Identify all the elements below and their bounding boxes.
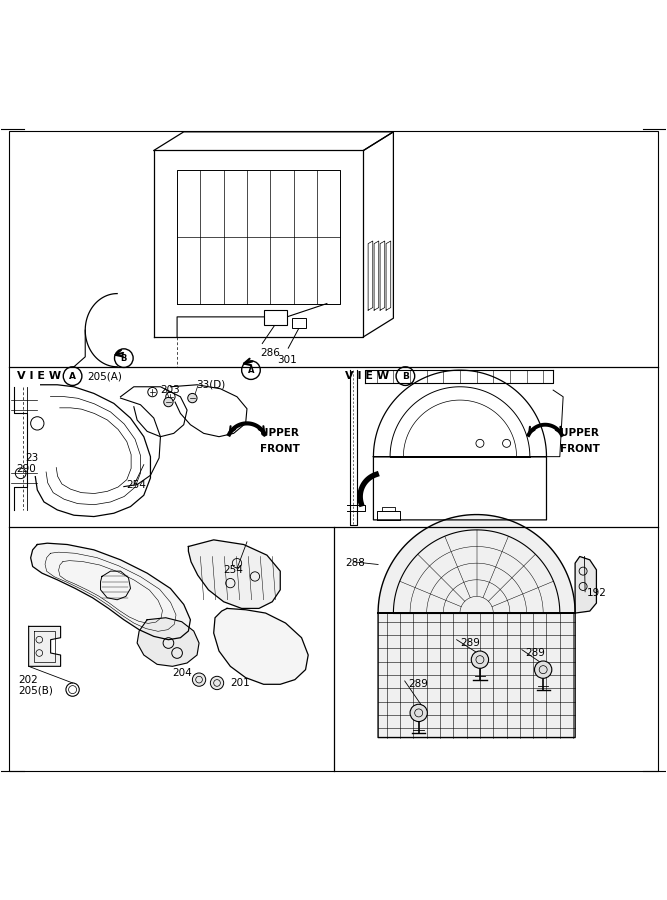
Text: 289: 289	[408, 680, 428, 689]
Text: 33(D): 33(D)	[195, 380, 225, 390]
Circle shape	[410, 705, 428, 722]
Text: 205(B): 205(B)	[19, 686, 53, 696]
Bar	[263, 310, 287, 325]
Circle shape	[187, 393, 197, 402]
Polygon shape	[29, 626, 61, 666]
Text: 301: 301	[277, 356, 297, 365]
Text: UPPER: UPPER	[560, 428, 599, 438]
Text: 203: 203	[161, 385, 180, 395]
Text: 201: 201	[230, 678, 250, 688]
Polygon shape	[137, 617, 199, 666]
Circle shape	[210, 676, 223, 689]
Polygon shape	[213, 608, 308, 684]
Text: 289: 289	[460, 638, 480, 648]
Polygon shape	[575, 556, 596, 613]
Circle shape	[164, 398, 173, 407]
Polygon shape	[374, 370, 546, 520]
Text: 192: 192	[586, 588, 606, 598]
Polygon shape	[188, 540, 280, 608]
Text: 290: 290	[16, 464, 36, 473]
Text: V I E W: V I E W	[346, 371, 390, 381]
Text: A: A	[69, 372, 76, 381]
Polygon shape	[31, 544, 190, 640]
Text: 205(A): 205(A)	[87, 371, 122, 381]
Text: UPPER: UPPER	[260, 428, 299, 438]
Text: V I E W: V I E W	[17, 371, 61, 381]
Text: 286: 286	[260, 347, 280, 358]
Text: B: B	[121, 354, 127, 363]
Circle shape	[472, 651, 489, 669]
Text: A: A	[247, 365, 254, 374]
Circle shape	[534, 661, 552, 679]
Text: FRONT: FRONT	[260, 444, 300, 454]
Text: 289: 289	[525, 648, 545, 658]
Text: FRONT: FRONT	[560, 444, 600, 454]
Text: 254: 254	[126, 481, 145, 491]
Circle shape	[192, 673, 205, 687]
Text: 254: 254	[223, 565, 243, 575]
Bar	[292, 319, 305, 328]
Text: 288: 288	[346, 558, 366, 568]
Text: B: B	[402, 372, 409, 381]
Polygon shape	[378, 515, 575, 737]
Text: 202: 202	[19, 675, 39, 685]
Text: 204: 204	[173, 668, 192, 678]
Text: 23: 23	[25, 453, 39, 463]
